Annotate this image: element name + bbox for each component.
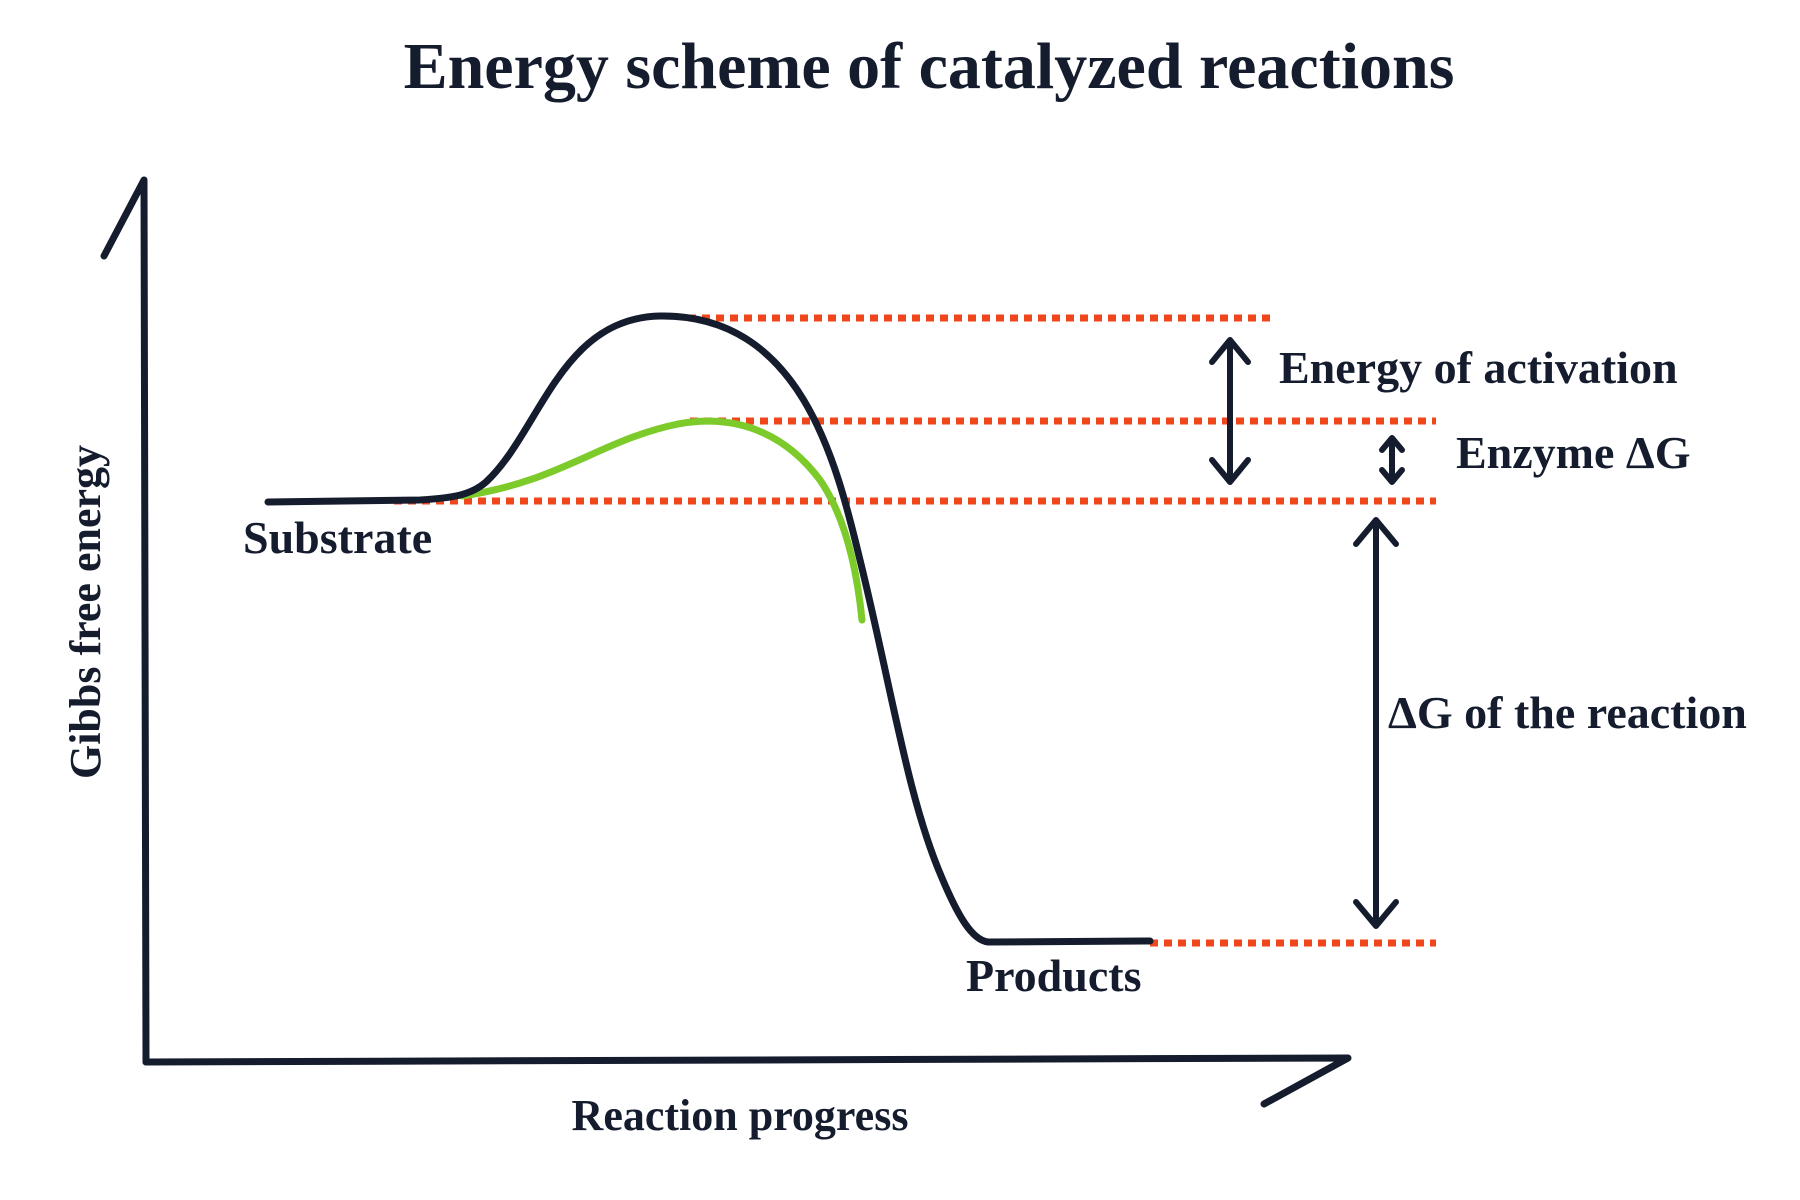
double-arrows: [1209, 337, 1405, 929]
y-axis-label: Gibbs free energy: [61, 445, 110, 779]
catalyzed-reaction-curve: [458, 417, 866, 624]
reaction-delta-g-label: ΔG of the reaction: [1388, 687, 1747, 738]
diagram-title: Energy scheme of catalyzed reactions: [404, 30, 1455, 103]
reference-levels: [394, 314, 1436, 947]
activation-energy-arrow: [1209, 337, 1251, 485]
activation-energy-label: Energy of activation: [1279, 342, 1678, 393]
enzyme-delta-g-label: Enzyme ΔG: [1456, 427, 1691, 478]
y-axis: [100, 176, 150, 1066]
axes: [100, 176, 1352, 1108]
substrate-label: Substrate: [243, 512, 432, 563]
products-label: Products: [966, 950, 1142, 1001]
reaction-delta-g-arrow: [1353, 517, 1399, 929]
enzyme-delta-g-arrow: [1379, 435, 1405, 485]
x-axis: [142, 1054, 1352, 1108]
x-axis-label: Reaction progress: [572, 1091, 909, 1140]
uncatalyzed-reaction-curve: [264, 312, 1154, 946]
